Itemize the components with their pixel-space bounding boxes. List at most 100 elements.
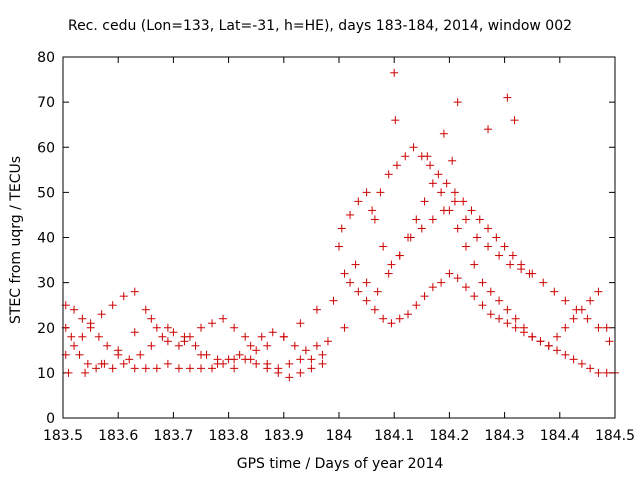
data-point [208, 319, 217, 328]
data-point [519, 323, 528, 332]
data-point [230, 323, 239, 332]
data-point [384, 269, 393, 278]
data-point [241, 332, 250, 341]
data-point [428, 283, 437, 292]
data-point [370, 215, 379, 224]
data-point [401, 152, 410, 161]
data-point [119, 292, 128, 301]
data-point [528, 332, 537, 341]
data-point [561, 323, 570, 332]
data-point [395, 251, 404, 260]
data-point [387, 319, 396, 328]
data-point [439, 206, 448, 215]
data-point [577, 359, 586, 368]
data-point [362, 296, 371, 305]
data-point [86, 319, 95, 328]
data-point [257, 332, 266, 341]
data-point [235, 350, 244, 359]
data-point [453, 274, 462, 283]
data-point [473, 233, 481, 242]
data-point [569, 314, 578, 323]
data-point [572, 305, 581, 314]
data-point [426, 161, 435, 170]
data-point [83, 359, 92, 368]
y-tick-label: 60 [37, 140, 55, 156]
data-point [486, 287, 495, 296]
data-point [470, 260, 479, 269]
data-point [525, 269, 534, 278]
data-point [174, 341, 183, 350]
data-point [362, 278, 371, 287]
y-tick-label: 70 [37, 95, 55, 111]
data-point [263, 359, 272, 368]
data-point [370, 305, 379, 314]
data-point [279, 332, 288, 341]
y-tick-label: 40 [37, 231, 55, 247]
data-point [495, 314, 504, 323]
data-point [373, 287, 382, 296]
data-point [70, 341, 79, 350]
data-point [450, 197, 459, 206]
data-point [130, 287, 139, 296]
data-point [301, 346, 310, 355]
data-point [224, 355, 233, 364]
data-point [197, 323, 205, 332]
data-point [428, 215, 437, 224]
x-tick-label: 183.8 [209, 428, 249, 444]
data-point [478, 278, 487, 287]
data-point [92, 364, 101, 373]
data-point [346, 278, 355, 287]
data-point [141, 305, 150, 314]
data-point [500, 242, 509, 251]
data-point [213, 359, 222, 368]
data-point [64, 368, 73, 377]
x-tick-label: 184.5 [595, 428, 635, 444]
data-point [379, 314, 388, 323]
data-point [602, 368, 611, 377]
data-point [163, 337, 172, 346]
data-point [434, 170, 443, 179]
data-point [486, 310, 495, 319]
data-point [268, 328, 277, 337]
plot-frame [62, 56, 616, 419]
data-point [420, 292, 429, 301]
data-point [94, 332, 103, 341]
x-tick-label: 183.7 [153, 428, 193, 444]
data-point [97, 310, 106, 319]
x-tick-label: 184.3 [485, 428, 525, 444]
data-point [470, 292, 479, 301]
data-point [340, 323, 349, 332]
data-point [337, 224, 346, 233]
data-point [428, 179, 437, 188]
data-point [318, 359, 327, 368]
data-point [108, 364, 117, 373]
data-point [318, 350, 327, 359]
y-tick-label: 30 [37, 276, 55, 292]
data-point [163, 359, 172, 368]
x-tick-label: 184 [326, 428, 353, 444]
data-point [475, 215, 484, 224]
x-tick-label: 183.5 [43, 428, 83, 444]
data-point [467, 206, 476, 215]
data-point [340, 269, 349, 278]
data-point [246, 355, 255, 364]
data-point [263, 341, 272, 350]
data-point [130, 328, 139, 337]
data-point [312, 341, 321, 350]
data-point [594, 323, 603, 332]
data-point [75, 350, 84, 359]
data-point [136, 350, 145, 359]
data-point [511, 323, 520, 332]
data-point [103, 341, 112, 350]
data-point [141, 364, 150, 373]
data-point [412, 215, 421, 224]
data-point [147, 341, 156, 350]
data-points [61, 68, 619, 382]
data-point [390, 68, 399, 77]
data-point [296, 368, 305, 377]
data-point [67, 332, 76, 341]
data-point [70, 305, 79, 314]
data-point [423, 152, 432, 161]
data-point [387, 260, 396, 269]
data-point [459, 197, 468, 206]
